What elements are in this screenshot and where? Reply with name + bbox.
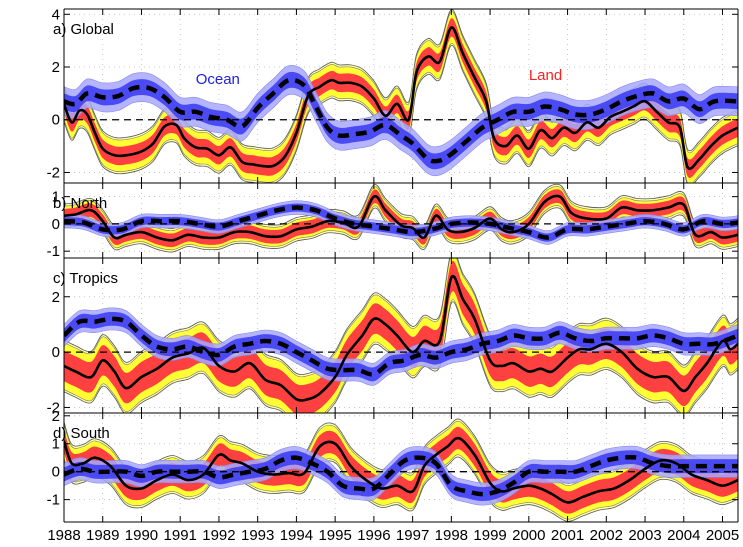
x-tick-label: 2004: [667, 527, 700, 544]
panel-title-b: b) North: [53, 195, 107, 212]
y-tick-label: 2: [52, 59, 60, 76]
plot-area-c: [64, 258, 738, 413]
y-tick-label: 1: [52, 436, 60, 453]
land-band-inner: [64, 260, 738, 413]
x-tick-label: 1997: [396, 527, 429, 544]
x-tick-label: 1990: [125, 527, 158, 544]
y-tick-label: 2: [52, 289, 60, 306]
land-band-inner: [64, 18, 738, 178]
x-tick-label: 2005: [706, 527, 739, 544]
x-tick-label: 1995: [318, 527, 351, 544]
ocean-band-inner: [64, 312, 738, 382]
x-tick-label: 1999: [473, 527, 506, 544]
x-tick-label: 1991: [164, 527, 197, 544]
y-tick-label: 2: [52, 408, 60, 425]
land-line: [64, 194, 738, 242]
x-tick-label: 1998: [435, 527, 468, 544]
ocean-line: [64, 316, 738, 377]
panel-c: -2 0 2 c) Tropics: [47, 257, 738, 416]
panel-title-c: c) Tropics: [53, 270, 118, 287]
plot-area-b: [64, 183, 738, 253]
land-band-inner: [64, 426, 738, 514]
ocean-band-outer: [64, 200, 738, 245]
y-tick-label: -2: [47, 164, 60, 181]
y-tick-label: -1: [47, 492, 60, 509]
y-tick-label: 4: [52, 6, 60, 23]
x-tick-label: 1992: [202, 527, 235, 544]
x-tick-label: 2001: [551, 527, 584, 544]
land-line: [64, 26, 738, 170]
ocean-label: Ocean: [196, 71, 240, 88]
ocean-line: [64, 77, 738, 164]
panel-d: -1 0 1 2d) South: [47, 408, 738, 523]
y-tick-label: -1: [47, 243, 60, 260]
x-tick-label: 1988: [47, 527, 80, 544]
plot-area-a: [64, 9, 738, 183]
ocean-line: [64, 205, 738, 240]
x-tick-label: 2000: [512, 527, 545, 544]
panel-title-a: a) Global: [53, 21, 114, 38]
y-tick-label: 0: [52, 344, 60, 361]
x-tick-label: 2002: [590, 527, 623, 544]
panel-b: -1 0 1b) North: [47, 182, 738, 260]
ocean-band-inner: [64, 203, 738, 242]
x-tick-label: 2003: [628, 527, 661, 544]
plot-area-d: [64, 418, 738, 522]
ocean-band-outer: [64, 65, 738, 177]
x-tick-label: 1994: [280, 527, 313, 544]
land-label: Land: [529, 67, 562, 84]
land-line: [64, 436, 738, 504]
panel-a: -2 0 2 4a) Global: [47, 6, 738, 184]
x-tick-label: 1989: [86, 527, 119, 544]
y-tick-label: 0: [52, 216, 60, 233]
ocean-line: [64, 454, 738, 497]
x-tick-label: 1996: [357, 527, 390, 544]
y-tick-label: -2: [47, 399, 60, 416]
y-tick-label: 1: [52, 189, 60, 206]
x-axis: 1988 1989 1990 1991 1992 1993 1994 1995 1996 1997…: [47, 527, 739, 544]
ocean-band-outer: [64, 307, 738, 386]
y-tick-label: 0: [52, 464, 60, 481]
x-tick-label: 1993: [241, 527, 274, 544]
y-tick-label: 0: [52, 112, 60, 129]
land-line: [64, 274, 738, 402]
ocean-band-inner: [64, 71, 738, 170]
panel-title-d: d) South: [53, 425, 110, 442]
annotations: Ocean Land: [196, 67, 563, 88]
